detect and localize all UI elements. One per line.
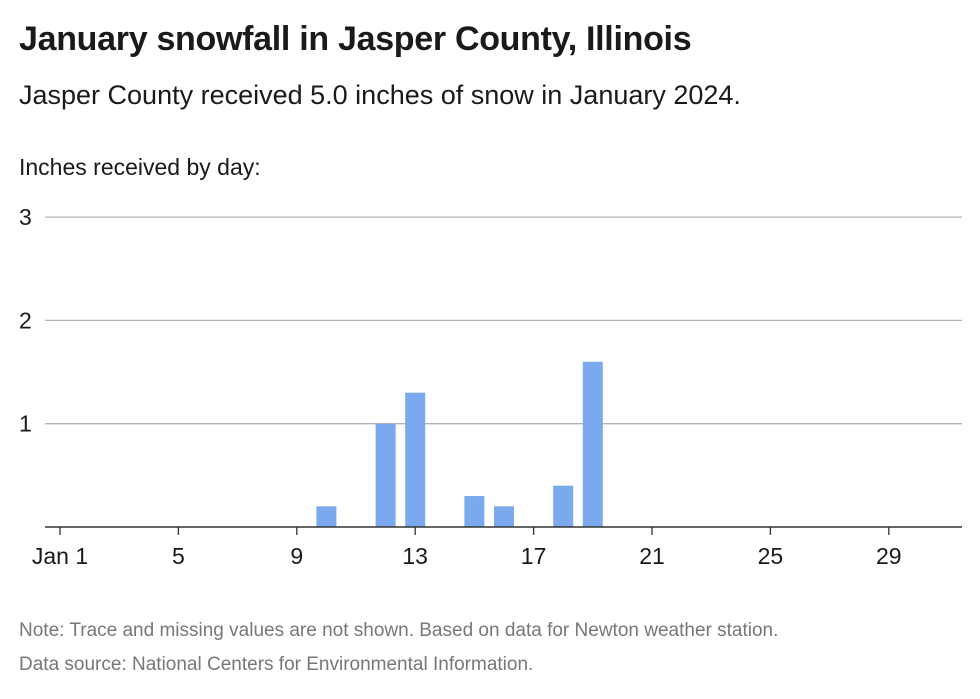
chart-note: Note: Trace and missing values are not s…	[19, 620, 779, 641]
x-tick-label: 9	[290, 543, 303, 569]
bar-day-19	[582, 361, 603, 527]
y-tick-label: 2	[19, 307, 32, 333]
bar-day-12	[375, 423, 396, 527]
chart-title: January snowfall in Jasper County, Illin…	[19, 20, 692, 58]
chart-subtitle: Jasper County received 5.0 inches of sno…	[19, 80, 741, 110]
x-tick-label: 5	[172, 543, 185, 569]
y-tick-label: 3	[19, 204, 32, 230]
y-axis-label: Inches received by day:	[19, 154, 261, 180]
x-tick-label: 25	[758, 543, 784, 569]
data-source: Data source: National Centers for Enviro…	[19, 654, 534, 675]
x-tick-label: 29	[876, 543, 902, 569]
x-tick-label: Jan 1	[32, 543, 88, 569]
x-tick-label: 21	[639, 543, 665, 569]
snowfall-bar-chart: 1 2 3 Jan 1 5 9 13 17 21 25 29	[19, 204, 962, 569]
bar-day-16	[494, 506, 514, 527]
bar-day-18	[553, 485, 574, 527]
y-tick-label: 1	[19, 411, 32, 437]
x-tick-label: 17	[521, 543, 547, 569]
bar-day-13	[405, 392, 426, 527]
bar-day-10	[316, 506, 337, 527]
bar-day-15	[464, 496, 485, 527]
x-tick-label: 13	[402, 543, 428, 569]
